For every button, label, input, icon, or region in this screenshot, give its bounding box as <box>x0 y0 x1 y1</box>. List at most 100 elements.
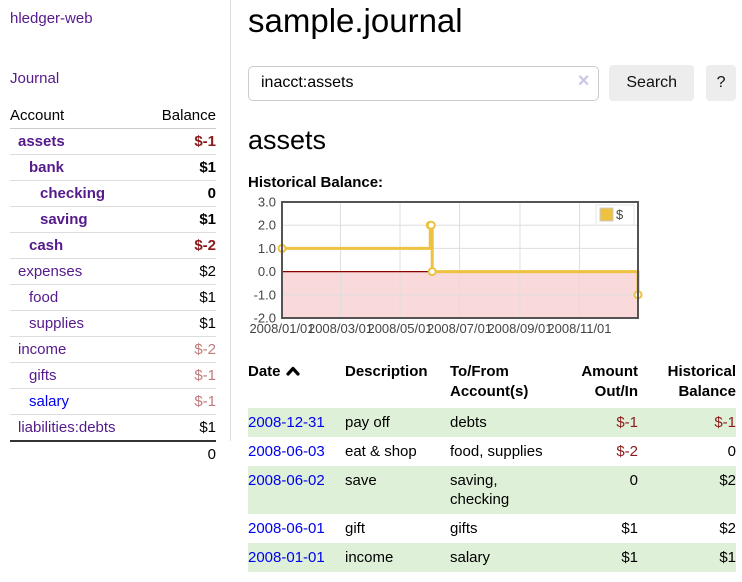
account-link[interactable]: income <box>18 341 67 358</box>
accounts-total-balance: 0 <box>146 440 216 467</box>
svg-text:1.0: 1.0 <box>258 241 276 256</box>
transaction-balance: $2 <box>719 472 736 490</box>
register-row: 2008-01-01 income salary $1 $1 <box>248 543 736 573</box>
account-link[interactable]: saving <box>40 211 88 228</box>
transaction-date-link[interactable]: 2008-06-01 <box>248 520 325 538</box>
transaction-amount: $1 <box>621 549 638 567</box>
register-row: 2008-12-31 pay off debts $-1 $-1 <box>248 408 736 438</box>
accounts-total-row: 0 <box>10 440 216 467</box>
account-link[interactable]: salary <box>29 393 70 410</box>
svg-text:$: $ <box>616 207 624 222</box>
accounts-header-row: Account Balance <box>10 104 216 129</box>
transaction-balance: $1 <box>719 549 736 567</box>
transaction-date-link[interactable]: 2008-12-31 <box>248 414 325 432</box>
account-link[interactable]: cash <box>29 237 64 254</box>
account-link[interactable]: gifts <box>29 367 57 384</box>
transaction-accounts: saving, checking <box>450 472 510 509</box>
transaction-accounts: debts <box>450 414 487 432</box>
accounts-header-account: Account <box>10 104 147 129</box>
account-link[interactable]: assets <box>18 133 65 150</box>
clear-search-icon[interactable]: × <box>577 69 590 92</box>
svg-text:2008/11/01: 2008/11/01 <box>547 321 611 336</box>
account-row: food $1 <box>10 284 216 311</box>
search-form: × Search ? <box>248 65 736 102</box>
account-link[interactable]: expenses <box>18 263 83 280</box>
account-row: income $-2 <box>10 336 216 363</box>
account-link[interactable]: food <box>29 289 59 306</box>
account-balance: $-1 <box>146 388 216 415</box>
transaction-amount: $-2 <box>616 443 638 461</box>
transaction-description: pay off <box>345 414 390 432</box>
account-row: gifts $-1 <box>10 362 216 389</box>
register-header-accounts: To/From Account(s) <box>450 363 529 401</box>
svg-text:-2.0: -2.0 <box>254 311 276 326</box>
account-row: bank $1 <box>10 154 216 181</box>
account-row: supplies $1 <box>10 310 216 337</box>
transaction-description: save <box>345 472 377 490</box>
register-row: 2008-06-02 save saving, checking 0 $2 <box>248 466 736 515</box>
register-header-amount: Amount Out/In <box>581 363 638 401</box>
account-row: checking 0 <box>10 180 216 207</box>
svg-text:3.0: 3.0 <box>258 197 276 210</box>
account-balance: $1 <box>146 310 216 337</box>
sidebar-item-journal[interactable]: Journal <box>10 70 60 87</box>
transaction-description: gift <box>345 520 366 538</box>
chart-title: Historical Balance: <box>248 174 384 192</box>
search-input[interactable] <box>248 65 600 101</box>
svg-text:2008/05/01: 2008/05/01 <box>367 321 432 336</box>
transaction-accounts: salary <box>450 549 491 567</box>
account-balance: $1 <box>146 414 216 442</box>
svg-text:2008/03/01: 2008/03/01 <box>308 321 373 336</box>
transaction-date-link[interactable]: 2008-06-03 <box>248 443 325 461</box>
account-balance: $-2 <box>146 336 216 363</box>
sidebar: hledger-web Journal Account Balance asse… <box>0 0 231 467</box>
account-balance: $-1 <box>146 362 216 389</box>
account-link[interactable]: checking <box>40 185 106 202</box>
search-button[interactable]: Search <box>609 65 695 102</box>
account-row: cash $-2 <box>10 232 216 259</box>
register-header-row: Date Description To/From Account(s) Amou… <box>248 360 736 408</box>
account-row: expenses $2 <box>10 258 216 285</box>
register-table: Date Description To/From Account(s) Amou… <box>248 360 736 573</box>
page-title: sample.journal <box>248 2 463 39</box>
account-row: assets $-1 <box>10 128 216 155</box>
brand-link[interactable]: hledger-web <box>10 10 93 27</box>
account-balance: $2 <box>146 258 216 285</box>
sort-ascending-icon <box>285 367 300 376</box>
register-header-description: Description <box>345 363 428 381</box>
account-row: salary $-1 <box>10 388 216 415</box>
account-balance: $1 <box>146 284 216 311</box>
account-link[interactable]: liabilities:debts <box>18 419 116 436</box>
svg-text:2.0: 2.0 <box>258 218 276 233</box>
account-heading: assets <box>248 125 327 156</box>
svg-text:-1.0: -1.0 <box>254 288 276 303</box>
account-balance: $1 <box>146 154 216 181</box>
register-row: 2008-06-03 eat & shop food, supplies $-2 0 <box>248 437 736 466</box>
account-balance: 0 <box>146 180 216 207</box>
account-balance: $-1 <box>146 128 216 155</box>
account-row: saving $1 <box>10 206 216 233</box>
account-link[interactable]: bank <box>29 159 65 176</box>
transaction-balance: $-1 <box>714 414 736 432</box>
account-row: liabilities:debts $1 <box>10 414 216 442</box>
svg-text:2008/07/01: 2008/07/01 <box>427 321 492 336</box>
account-balance: $-2 <box>146 232 216 259</box>
transaction-description: income <box>345 549 394 567</box>
search-help-button[interactable]: ? <box>706 65 736 102</box>
transaction-date-link[interactable]: 2008-06-02 <box>248 472 325 490</box>
transaction-accounts: gifts <box>450 520 478 538</box>
search-box: × <box>248 65 600 101</box>
main-content: sample.journal × Search ? assets Histori… <box>248 0 736 573</box>
register-header-date[interactable]: Date <box>248 360 345 408</box>
accounts-table: Account Balance assets $-1 bank $1 checking 0… <box>10 104 216 467</box>
account-link[interactable]: supplies <box>29 315 85 332</box>
transaction-amount: $1 <box>621 520 638 538</box>
historical-balance-chart: $3.0 2.0 1.0 0.0 -1.0 -2.0 2008/01/01 2008/03/0… <box>248 195 736 344</box>
transaction-amount: 0 <box>629 472 638 490</box>
transaction-balance: $2 <box>719 520 736 538</box>
transaction-date-link[interactable]: 2008-01-01 <box>248 549 325 567</box>
accounts-header-balance: Balance <box>146 104 216 129</box>
account-balance: $1 <box>146 206 216 233</box>
svg-text:2008/09/01: 2008/09/01 <box>487 321 552 336</box>
svg-text:0.0: 0.0 <box>258 264 276 279</box>
